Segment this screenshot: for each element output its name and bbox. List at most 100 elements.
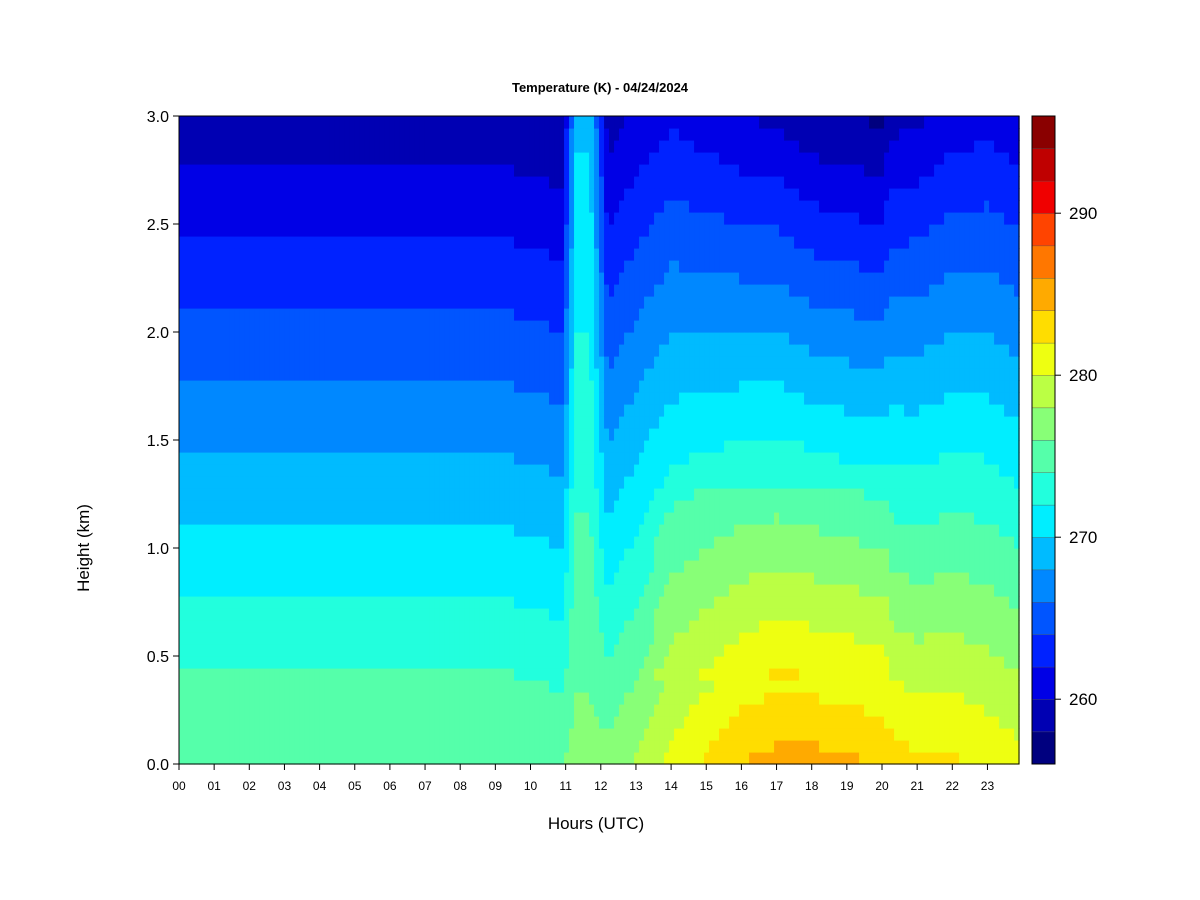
heatmap-cell	[214, 716, 220, 729]
heatmap-cell	[334, 464, 340, 477]
heatmap-cell	[489, 752, 495, 765]
heatmap-cell	[249, 596, 255, 609]
heatmap-cell	[279, 464, 285, 477]
heatmap-cell	[194, 632, 200, 645]
heatmap-cell	[439, 500, 445, 513]
heatmap-cell	[359, 212, 365, 225]
heatmap-cell	[504, 308, 510, 321]
heatmap-cell	[574, 260, 580, 273]
heatmap-cell	[204, 212, 210, 225]
heatmap-cell	[314, 692, 320, 705]
heatmap-cell	[444, 116, 450, 129]
heatmap-cell	[294, 200, 300, 213]
heatmap-cell	[179, 476, 185, 489]
heatmap-cell	[314, 356, 320, 369]
heatmap-cell	[634, 200, 640, 213]
heatmap-cell	[299, 692, 305, 705]
heatmap-cell	[594, 476, 600, 489]
heatmap-cell	[224, 404, 230, 417]
heatmap-cell	[444, 284, 450, 297]
heatmap-cell	[299, 464, 305, 477]
heatmap-cell	[554, 524, 560, 537]
heatmap-cell	[309, 716, 315, 729]
heatmap-cell	[189, 140, 195, 153]
heatmap-cell	[604, 404, 610, 417]
heatmap-cell	[259, 512, 265, 525]
heatmap-cell	[464, 752, 470, 765]
heatmap-cell	[294, 656, 300, 669]
heatmap-cell	[474, 128, 480, 141]
heatmap-cell	[519, 452, 525, 465]
heatmap-cell	[269, 488, 275, 501]
heatmap-cell	[454, 320, 460, 333]
heatmap-cell	[394, 440, 400, 453]
heatmap-cell	[479, 716, 485, 729]
heatmap-cell	[254, 728, 260, 741]
heatmap-cell	[539, 188, 545, 201]
heatmap-cell	[609, 740, 615, 753]
heatmap-cell	[409, 116, 415, 129]
heatmap-cell	[184, 296, 190, 309]
heatmap-cell	[184, 488, 190, 501]
heatmap-cell	[484, 392, 490, 405]
heatmap-cell	[239, 548, 245, 561]
heatmap-cell	[219, 224, 225, 237]
heatmap-cell	[444, 464, 450, 477]
heatmap-cell	[439, 620, 445, 633]
heatmap-cell	[454, 596, 460, 609]
heatmap-cell	[279, 260, 285, 273]
heatmap-cell	[539, 488, 545, 501]
heatmap-cell	[269, 248, 275, 261]
heatmap-cell	[444, 164, 450, 177]
heatmap-cell	[474, 536, 480, 549]
heatmap-cell	[529, 548, 535, 561]
heatmap-cell	[274, 620, 280, 633]
heatmap-cell	[344, 296, 350, 309]
heatmap-cell	[519, 428, 525, 441]
heatmap-cell	[304, 524, 310, 537]
heatmap-cell	[629, 680, 635, 693]
heatmap-cell	[634, 224, 640, 237]
heatmap-cell	[609, 620, 615, 633]
heatmap-cell	[499, 512, 505, 525]
heatmap-cell	[354, 428, 360, 441]
heatmap-cell	[549, 380, 555, 393]
heatmap-cell	[299, 452, 305, 465]
heatmap-cell	[444, 248, 450, 261]
heatmap-cell	[404, 188, 410, 201]
heatmap-cell	[629, 248, 635, 261]
heatmap-cell	[504, 116, 510, 129]
heatmap-cell	[199, 692, 205, 705]
heatmap-cell	[299, 380, 305, 393]
heatmap-cell	[354, 488, 360, 501]
heatmap-cell	[339, 680, 345, 693]
heatmap-cell	[494, 464, 500, 477]
heatmap-cell	[269, 572, 275, 585]
heatmap-cell	[544, 572, 550, 585]
heatmap-cell	[449, 380, 455, 393]
heatmap-cell	[334, 116, 340, 129]
heatmap-cell	[569, 668, 575, 681]
heatmap-cell	[599, 176, 605, 189]
heatmap-cell	[524, 332, 530, 345]
heatmap-cell	[349, 320, 355, 333]
heatmap-cell	[299, 368, 305, 381]
heatmap-cell	[589, 524, 595, 537]
heatmap-cell	[594, 560, 600, 573]
heatmap-cell	[389, 320, 395, 333]
heatmap-cell	[504, 356, 510, 369]
heatmap-cell	[279, 656, 285, 669]
heatmap-cell	[259, 344, 265, 357]
heatmap-cell	[204, 416, 210, 429]
heatmap-cell	[229, 428, 235, 441]
heatmap-cell	[619, 164, 625, 177]
heatmap-cell	[449, 692, 455, 705]
heatmap-cell	[374, 536, 380, 549]
heatmap-cell	[204, 524, 210, 537]
heatmap-cell	[244, 548, 250, 561]
heatmap-cell	[189, 416, 195, 429]
heatmap-cell	[274, 392, 280, 405]
heatmap-cell	[424, 296, 430, 309]
heatmap-cell	[374, 452, 380, 465]
heatmap-cell	[624, 560, 630, 573]
